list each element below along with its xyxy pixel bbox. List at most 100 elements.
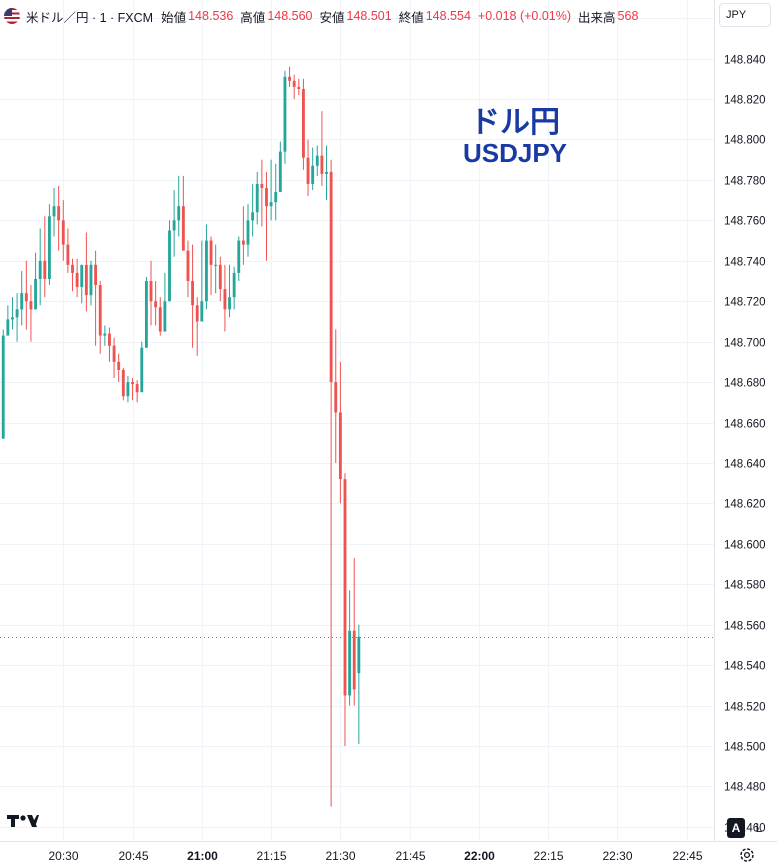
- candle-body: [80, 264, 84, 288]
- candle[interactable]: [218, 256, 222, 302]
- candle[interactable]: [251, 183, 255, 237]
- candle[interactable]: [306, 139, 310, 197]
- candle[interactable]: [214, 244, 218, 294]
- candle[interactable]: [260, 159, 264, 227]
- candle[interactable]: [11, 297, 14, 330]
- candle[interactable]: [352, 557, 356, 706]
- candle[interactable]: [66, 228, 70, 273]
- candle[interactable]: [338, 361, 342, 504]
- candle[interactable]: [6, 305, 10, 336]
- candle[interactable]: [288, 66, 292, 87]
- candle[interactable]: [278, 141, 282, 193]
- candle[interactable]: [172, 190, 176, 257]
- candles[interactable]: [0, 66, 361, 807]
- gear-icon[interactable]: [738, 846, 756, 864]
- candle[interactable]: [135, 380, 139, 403]
- candle[interactable]: [71, 258, 74, 292]
- candle[interactable]: [177, 175, 181, 237]
- candle[interactable]: [144, 276, 148, 348]
- candle[interactable]: [108, 327, 111, 362]
- candle[interactable]: [84, 232, 88, 312]
- candle[interactable]: [140, 341, 144, 393]
- candle[interactable]: [126, 376, 130, 403]
- candle[interactable]: [265, 171, 268, 261]
- candle[interactable]: [325, 145, 328, 201]
- auto-scale-label: A: [731, 821, 741, 835]
- candle[interactable]: [241, 206, 245, 265]
- candle[interactable]: [209, 236, 213, 296]
- candle[interactable]: [357, 624, 361, 744]
- time-axis[interactable]: 20:30 20:45 21:00 21:15 21:30 21:45 22:00 22:15…: [48, 849, 702, 863]
- candle[interactable]: [191, 244, 195, 348]
- candle[interactable]: [20, 270, 24, 326]
- candle-body: [57, 206, 61, 221]
- candle[interactable]: [75, 258, 79, 298]
- candle[interactable]: [15, 293, 19, 342]
- candle[interactable]: [334, 329, 338, 463]
- candle[interactable]: [154, 281, 158, 326]
- price-tick-label: 148.480: [724, 782, 766, 794]
- candle[interactable]: [274, 163, 278, 221]
- candle[interactable]: [80, 264, 84, 304]
- candle[interactable]: [1, 329, 5, 439]
- candle[interactable]: [315, 145, 319, 176]
- candle-body: [205, 240, 208, 302]
- tradingview-logo-icon[interactable]: [7, 813, 39, 829]
- symbol-name[interactable]: 米ドル／円 · 1 · FXCM: [26, 10, 154, 25]
- candle[interactable]: [57, 185, 61, 251]
- candle-body: [200, 301, 204, 322]
- candle-body: [278, 151, 282, 193]
- candle[interactable]: [158, 297, 162, 336]
- candle[interactable]: [38, 228, 42, 306]
- candle[interactable]: [168, 220, 171, 302]
- candle[interactable]: [94, 250, 98, 346]
- candle[interactable]: [320, 111, 324, 186]
- candle[interactable]: [181, 175, 185, 251]
- candle[interactable]: [149, 260, 153, 326]
- candle-body: [172, 220, 176, 231]
- price-axis[interactable]: 148.460148.480148.500148.520148.540148.5…: [724, 14, 766, 835]
- candle[interactable]: [47, 204, 51, 286]
- candle[interactable]: [205, 224, 208, 310]
- candle[interactable]: [232, 266, 236, 310]
- candle[interactable]: [297, 78, 301, 96]
- price-tick-label: 148.780: [724, 176, 766, 188]
- candle[interactable]: [103, 325, 107, 346]
- candle[interactable]: [131, 378, 134, 401]
- candle[interactable]: [163, 272, 167, 332]
- candle[interactable]: [52, 188, 56, 237]
- log-scale-button[interactable]: L: [750, 818, 768, 838]
- candle[interactable]: [269, 159, 273, 221]
- candle[interactable]: [24, 260, 28, 330]
- candle[interactable]: [186, 240, 190, 298]
- candle[interactable]: [348, 590, 352, 706]
- candle[interactable]: [237, 236, 241, 282]
- auto-scale-button[interactable]: A: [727, 818, 745, 838]
- candle[interactable]: [301, 78, 305, 170]
- price-tick-label: 148.560: [724, 621, 766, 633]
- candle[interactable]: [329, 159, 333, 807]
- candle[interactable]: [283, 70, 287, 164]
- candle[interactable]: [200, 240, 204, 322]
- candle[interactable]: [29, 285, 33, 342]
- candle[interactable]: [98, 281, 102, 354]
- candle[interactable]: [34, 252, 37, 310]
- candle[interactable]: [117, 353, 121, 383]
- candle[interactable]: [292, 74, 296, 100]
- candle[interactable]: [223, 264, 227, 332]
- close-label: 終値: [398, 10, 424, 25]
- candle[interactable]: [89, 260, 93, 306]
- candle[interactable]: [112, 337, 116, 379]
- candle[interactable]: [43, 216, 47, 298]
- candle[interactable]: [311, 147, 315, 191]
- candle[interactable]: [228, 264, 231, 318]
- candle[interactable]: [246, 204, 250, 257]
- candle[interactable]: [255, 171, 259, 225]
- currency-button[interactable]: JPY: [719, 3, 771, 27]
- candle[interactable]: [195, 297, 199, 356]
- candle-body: [232, 272, 236, 298]
- candle[interactable]: [343, 473, 347, 746]
- candle[interactable]: [121, 367, 125, 401]
- candle[interactable]: [61, 200, 65, 261]
